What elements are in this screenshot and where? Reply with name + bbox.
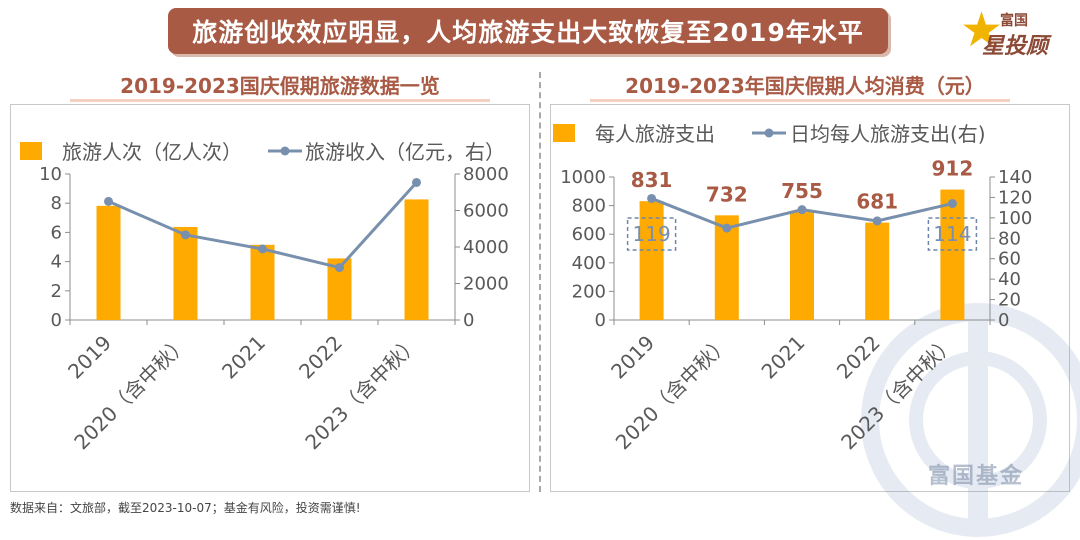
left-y-right-tick-label: 2000 <box>463 274 509 295</box>
left-y-left-tick-label: 4 <box>51 252 62 273</box>
left-title-underline <box>70 99 490 102</box>
left-x-category-label: 2022 <box>294 331 347 384</box>
left-x-category-label: 2019 <box>63 331 116 384</box>
left-bar <box>404 199 429 320</box>
right-bar-data-label: 912 <box>932 157 974 181</box>
left-legend-line-label: 旅游收入（亿元，右） <box>305 140 505 164</box>
right-y-right-tick-label: 60 <box>998 249 1021 270</box>
right-y-left-tick-label: 200 <box>572 281 606 302</box>
right-y-left-tick-label: 1000 <box>560 167 606 188</box>
right-legend-bar-label: 每人旅游支出 <box>595 122 715 146</box>
right-bar <box>639 201 664 320</box>
left-chart-title: 2019-2023国庆假期旅游数据一览 <box>120 74 440 98</box>
left-line-point <box>335 263 344 273</box>
right-y-right-tick-label: 80 <box>998 228 1021 249</box>
left-x-category-label: 2021 <box>217 331 270 384</box>
left-line-point <box>181 230 190 240</box>
left-y-left-tick-label: 6 <box>51 222 62 243</box>
right-legend-line-label: 日均每人旅游支出(右) <box>790 122 986 146</box>
right-line-point <box>722 223 732 233</box>
logo-bottom-text: 星投顾 <box>982 34 1049 59</box>
left-y-left-tick-label: 10 <box>39 164 62 185</box>
right-bar <box>714 215 739 320</box>
right-chart-frame <box>550 104 1070 492</box>
right-y-left-tick-label: 400 <box>572 253 606 274</box>
star-icon: ★ <box>960 2 1004 58</box>
right-x-category-label: 2019 <box>606 331 659 384</box>
logo-top-text: 富国 <box>1000 13 1028 29</box>
left-legend-line-marker <box>280 146 290 156</box>
left-y-right-tick-label: 4000 <box>463 237 509 258</box>
right-line-point <box>872 216 882 226</box>
left-line-point <box>104 196 113 206</box>
right-bar <box>790 212 814 320</box>
right-highlight-label: 114 <box>933 222 971 246</box>
header-banner: 旅游创收效应明显，人均旅游支出大致恢复至2019年水平 <box>168 8 888 54</box>
left-line-point <box>258 244 267 254</box>
brand-logo: ★ 富国 星投顾 <box>960 6 1070 62</box>
watermark-text: 富国基金 <box>928 464 1025 489</box>
right-x-category-label: 2021 <box>757 331 810 384</box>
right-line-point <box>647 193 657 203</box>
left-legend-bar-swatch <box>20 142 42 160</box>
right-y-right-tick-label: 100 <box>998 208 1032 229</box>
right-bar-data-label: 831 <box>631 168 673 192</box>
right-bar-data-label: 732 <box>706 182 748 206</box>
left-line-point <box>412 177 421 187</box>
right-highlight-box <box>626 217 677 251</box>
right-highlight-box <box>927 217 978 251</box>
left-y-left-tick-label: 2 <box>51 281 62 302</box>
right-y-right-tick-label: 140 <box>998 167 1032 188</box>
right-y-left-tick-label: 0 <box>595 310 606 331</box>
right-bar <box>865 222 890 320</box>
right-y-left-tick-label: 800 <box>572 196 606 217</box>
right-bar-data-label: 681 <box>856 190 898 214</box>
left-y-right-tick-label: 8000 <box>463 164 509 185</box>
left-y-left-tick-label: 0 <box>51 310 62 331</box>
right-line-point <box>797 205 807 215</box>
right-highlight-label: 119 <box>633 222 671 246</box>
right-y-right-tick-label: 0 <box>998 310 1009 331</box>
right-bar-data-label: 755 <box>781 179 823 203</box>
left-y-right-tick-label: 6000 <box>463 201 509 222</box>
left-bar <box>250 244 275 320</box>
right-bar <box>940 189 965 320</box>
left-chart-frame <box>10 104 530 492</box>
left-bar <box>173 226 198 320</box>
right-y-right-tick-label: 120 <box>998 187 1032 208</box>
left-legend-bar-label: 旅游人次（亿人次） <box>62 140 242 164</box>
right-title-underline <box>590 99 1010 102</box>
right-legend-bar-swatch <box>553 124 575 142</box>
center-divider <box>539 72 541 492</box>
right-chart-title: 2019-2023年国庆假期人均消费（元） <box>625 74 985 98</box>
right-y-right-tick-label: 40 <box>998 269 1021 290</box>
right-line-point <box>947 199 957 209</box>
right-y-right-tick-label: 20 <box>998 290 1021 311</box>
left-y-right-tick-label: 0 <box>463 310 474 331</box>
source-footnote: 数据来自：文旅部，截至2023-10-07；基金有风险，投资需谨慎! <box>10 501 361 515</box>
right-y-left-tick-label: 600 <box>572 224 606 245</box>
left-bar <box>96 205 121 320</box>
left-y-left-tick-label: 8 <box>51 193 62 214</box>
right-x-category-label: 2022 <box>832 331 885 384</box>
banner-title: 旅游创收效应明显，人均旅游支出大致恢复至2019年水平 <box>192 18 864 47</box>
right-legend-line-marker <box>764 128 774 138</box>
